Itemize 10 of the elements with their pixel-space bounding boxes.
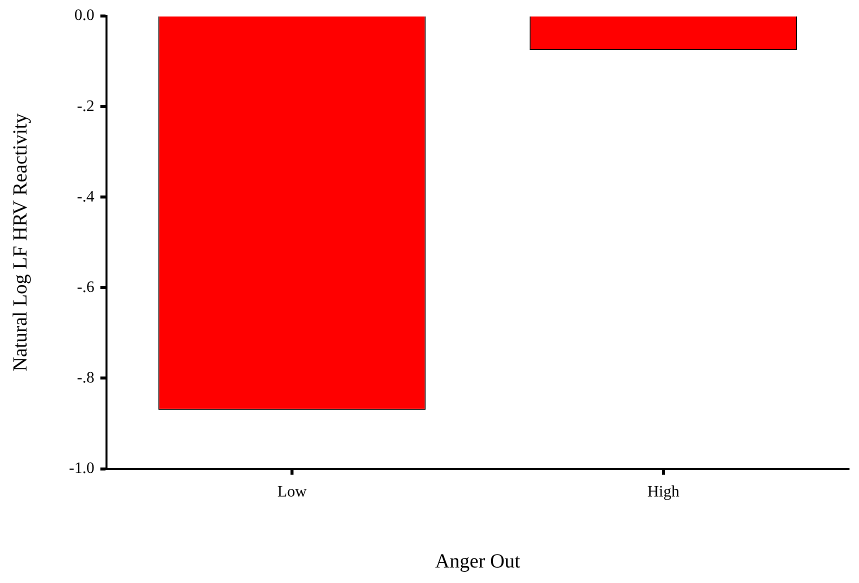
y-tick-label: 0.0: [74, 7, 94, 24]
y-tick-label: -.8: [77, 369, 94, 386]
y-tick-label: -.4: [77, 188, 94, 206]
y-axis-title: Natural Log LF HRV Reactivity: [9, 113, 32, 372]
y-tick-label: -.6: [77, 278, 94, 296]
x-axis-title: Anger Out: [435, 550, 521, 572]
x-tick-label: High: [647, 484, 680, 501]
y-tick-label: -1.0: [69, 460, 94, 478]
y-tick-label: -.2: [77, 98, 94, 115]
x-tick-label: Low: [277, 484, 308, 501]
